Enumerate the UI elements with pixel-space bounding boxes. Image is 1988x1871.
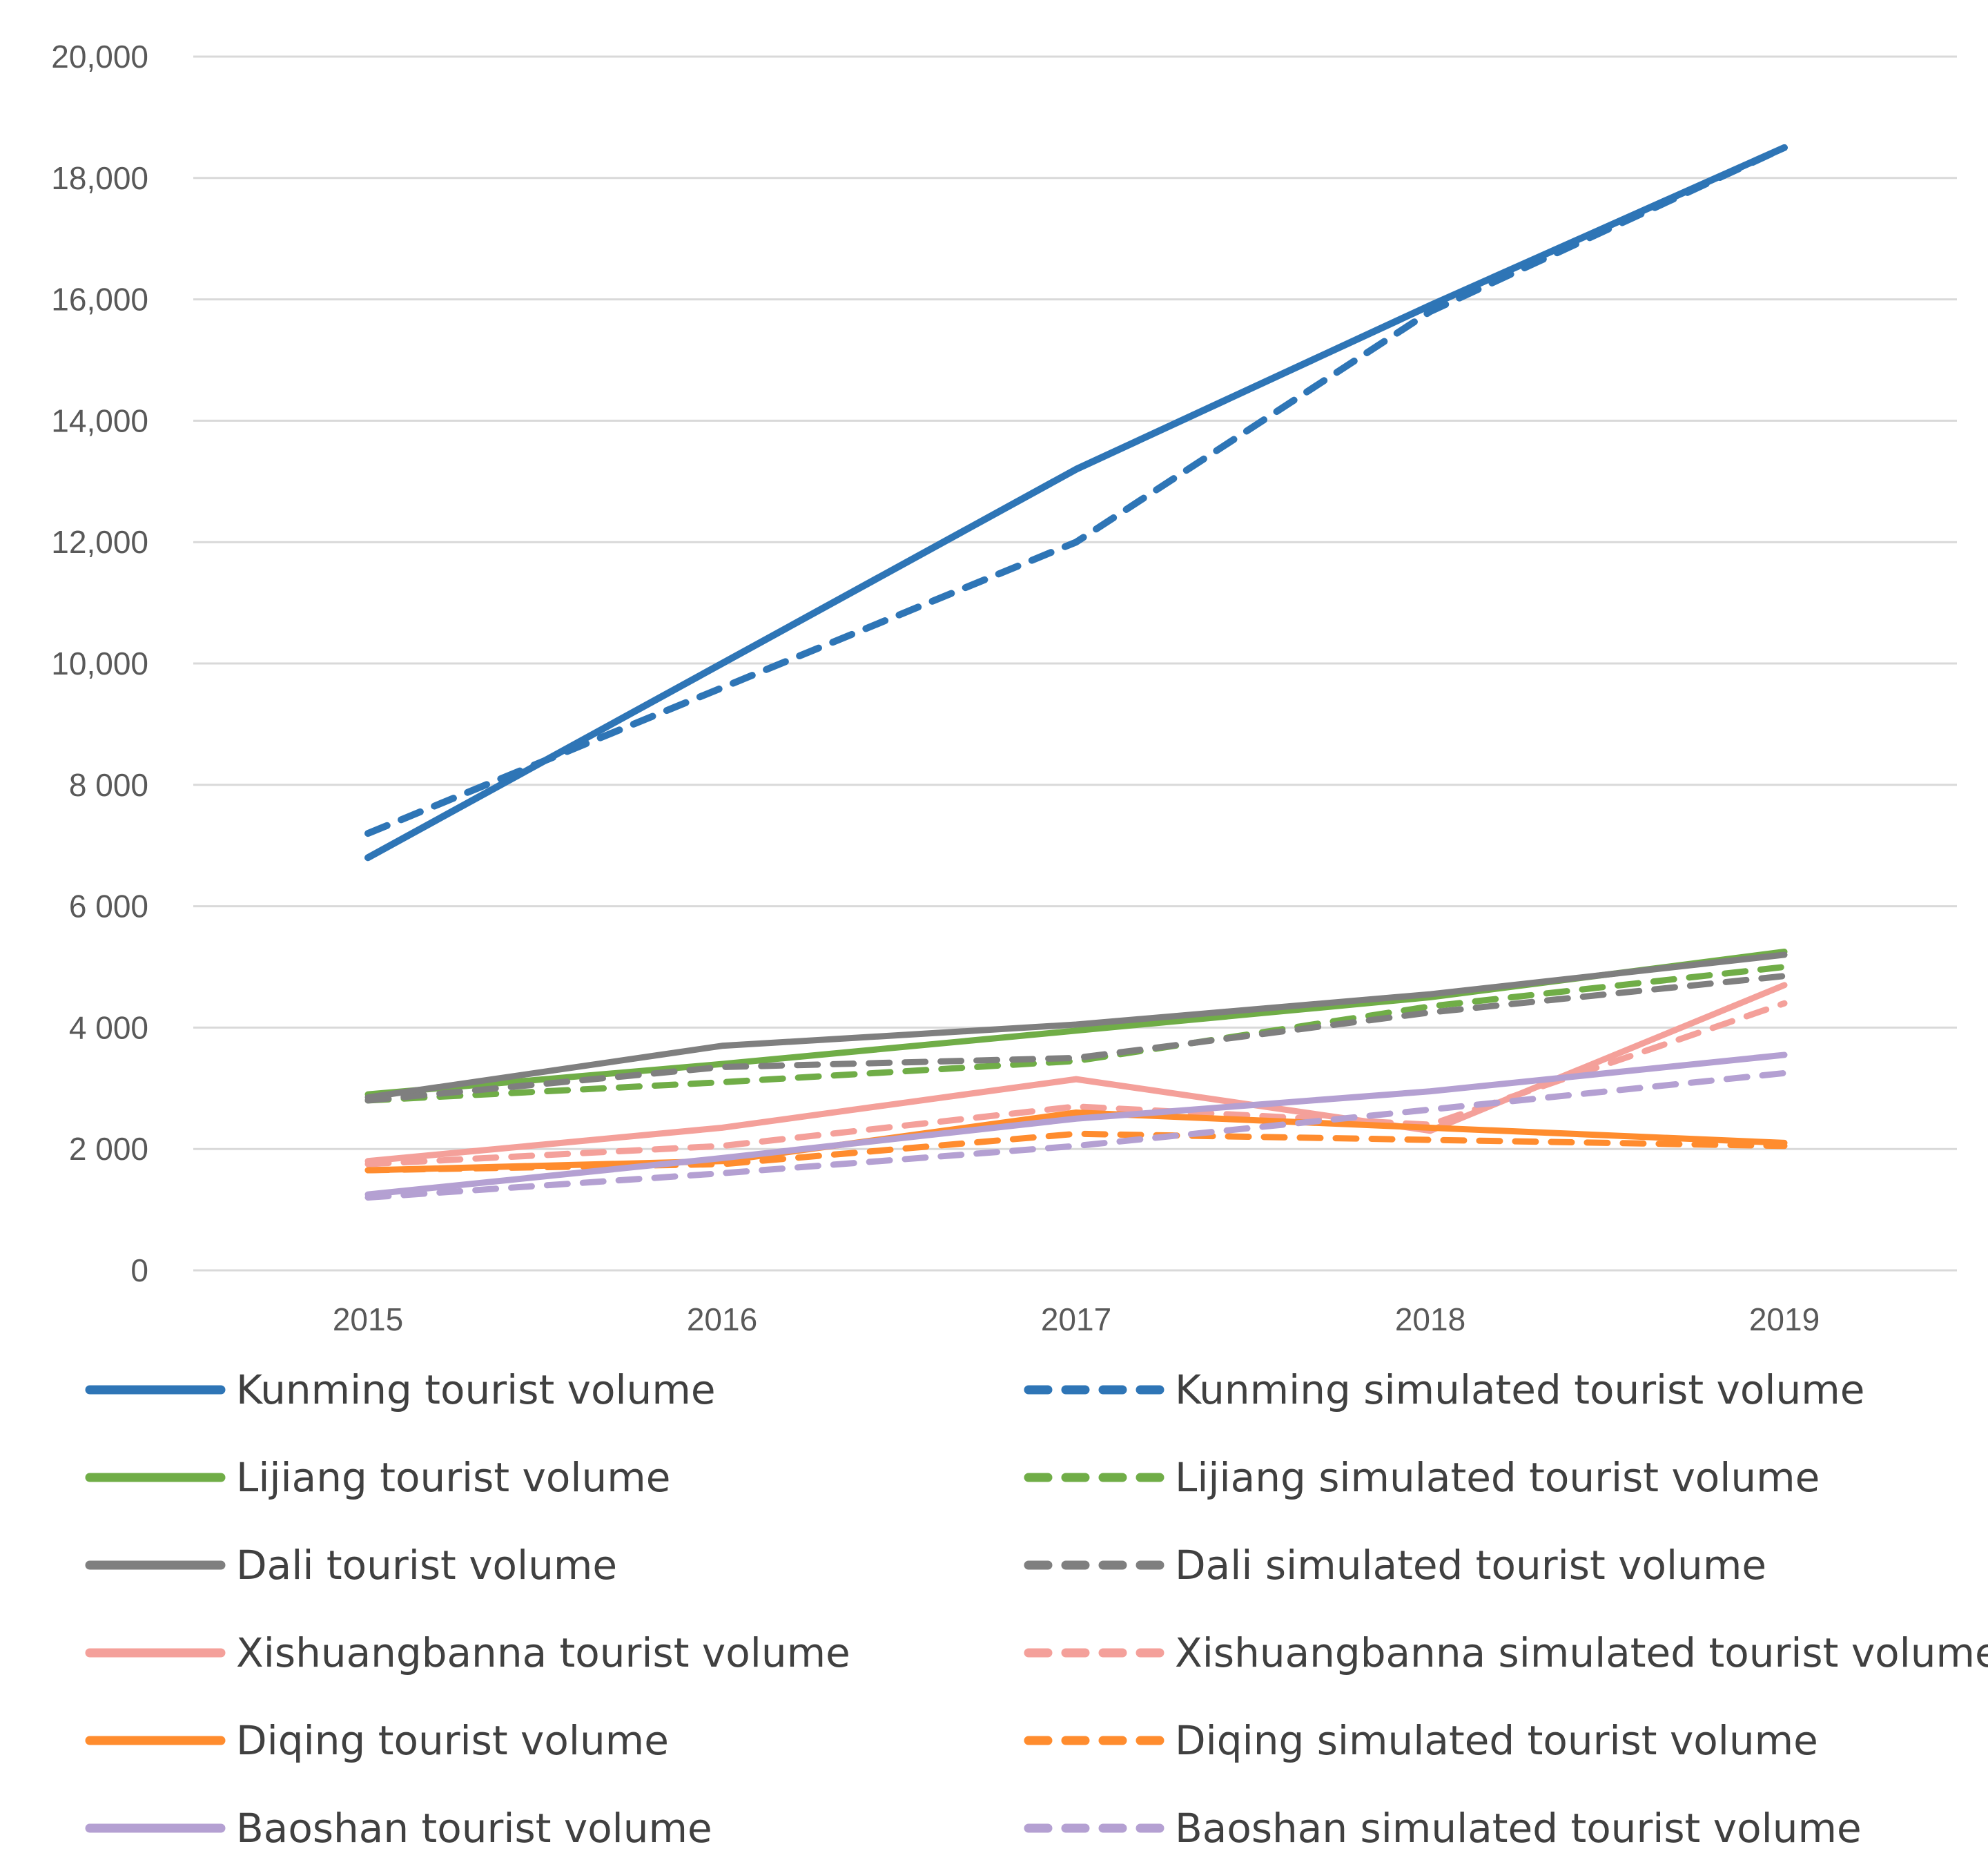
x-tick-label: 2019 — [1749, 1301, 1820, 1337]
legend-entry: Xishuangbanna simulated tourist volume — [1024, 1629, 1988, 1676]
legend-entry: Kunming simulated tourist volume — [1024, 1366, 1864, 1413]
series-line-xishuangbanna-simulated-tourist-volume — [364, 1000, 1788, 1167]
x-axis-ticks: 2015 2016 2017 2018 2019 — [333, 1301, 1820, 1337]
series-line-dali-tourist-volume — [364, 951, 1788, 1101]
legend-label: Diqing simulated tourist volume — [1175, 1717, 1818, 1764]
y-axis-ticks: 0 2 000 4 000 6 000 8 000 10,000 12,000 14,000 1… — [51, 39, 148, 1288]
x-tick-label: 2017 — [1041, 1301, 1111, 1337]
legend-label: Xishuangbanna tourist volume — [236, 1629, 850, 1676]
legend-entry: Xishuangbanna tourist volume — [85, 1629, 850, 1676]
y-tick-label: 20,000 — [51, 39, 148, 75]
legend: Kunming tourist volume Kunming simulated … — [85, 1366, 1988, 1852]
legend-entry: Diqing simulated tourist volume — [1024, 1717, 1818, 1764]
legend-entry: Lijiang simulated tourist volume — [1024, 1454, 1820, 1501]
y-tick-label: 2 000 — [69, 1131, 148, 1167]
y-tick-label: 10,000 — [51, 646, 148, 681]
legend-label: Diqing tourist volume — [236, 1717, 669, 1764]
series-line-kunming-tourist-volume — [364, 144, 1788, 862]
legend-entry: Dali tourist volume — [85, 1542, 617, 1589]
series-line-dali-simulated-tourist-volume — [364, 973, 1788, 1104]
legend-label: Lijiang simulated tourist volume — [1175, 1454, 1820, 1501]
series-line-baoshan-tourist-volume — [364, 1051, 1788, 1198]
legend-entry: Diqing tourist volume — [85, 1717, 669, 1764]
legend-label: Dali simulated tourist volume — [1175, 1542, 1766, 1589]
legend-entry: Kunming tourist volume — [85, 1366, 716, 1413]
series-lines — [364, 144, 1788, 1201]
legend-label: Baoshan simulated tourist volume — [1175, 1805, 1862, 1852]
legend-entry: Dali simulated tourist volume — [1024, 1542, 1766, 1589]
legend-label: Xishuangbanna simulated tourist volume — [1175, 1629, 1988, 1676]
y-tick-label: 0 — [130, 1252, 148, 1288]
legend-entry: Lijiang tourist volume — [85, 1454, 670, 1501]
x-tick-label: 2016 — [687, 1301, 757, 1337]
y-tick-label: 6 000 — [69, 889, 148, 924]
legend-entry: Baoshan tourist volume — [85, 1805, 712, 1852]
legend-label: Baoshan tourist volume — [236, 1805, 712, 1852]
legend-label: Lijiang tourist volume — [236, 1454, 670, 1501]
series-line-kunming-simulated-tourist-volume — [364, 144, 1788, 837]
y-tick-label: 4 000 — [69, 1009, 148, 1045]
legend-entry: Baoshan simulated tourist volume — [1024, 1805, 1862, 1852]
y-tick-label: 8 000 — [69, 767, 148, 803]
y-tick-label: 18,000 — [51, 160, 148, 196]
series-line-lijiang-simulated-tourist-volume — [364, 964, 1788, 1104]
y-tick-label: 16,000 — [51, 282, 148, 318]
legend-label: Kunming simulated tourist volume — [1175, 1366, 1864, 1413]
legend-label: Dali tourist volume — [236, 1542, 617, 1589]
x-tick-label: 2018 — [1395, 1301, 1465, 1337]
x-tick-label: 2015 — [333, 1301, 403, 1337]
series-line-baoshan-simulated-tourist-volume — [364, 1069, 1788, 1201]
legend-label: Kunming tourist volume — [236, 1366, 716, 1413]
y-tick-label: 12,000 — [51, 524, 148, 560]
series-line-diqing-simulated-tourist-volume — [364, 1130, 1788, 1174]
y-tick-label: 14,000 — [51, 403, 148, 438]
